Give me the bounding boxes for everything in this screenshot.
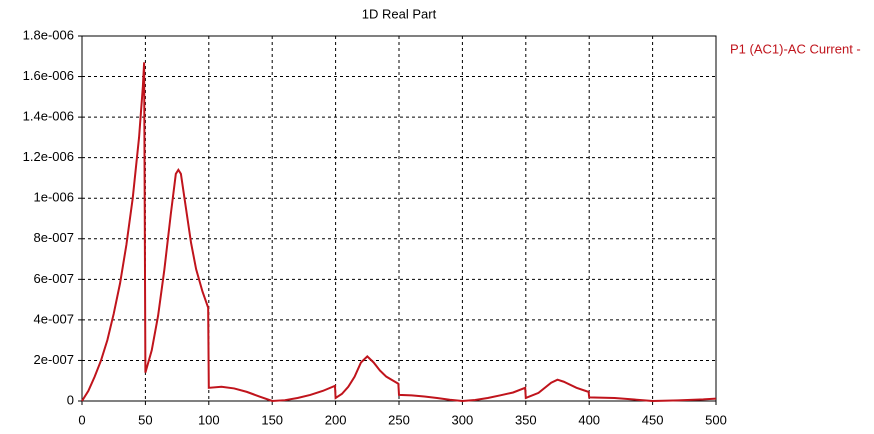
y-tick-label: 1e-006 <box>34 190 74 205</box>
y-tick-label: 6e-007 <box>34 271 74 286</box>
x-tick-label: 0 <box>78 412 85 427</box>
x-tick-label: 100 <box>198 412 220 427</box>
x-tick-label: 500 <box>705 412 727 427</box>
legend-entry: P1 (AC1)-AC Current - <box>730 41 861 56</box>
x-tick-label: 200 <box>325 412 347 427</box>
chart-title: 1D Real Part <box>362 6 437 21</box>
x-tick-label: 400 <box>578 412 600 427</box>
x-tick-label: 50 <box>138 412 152 427</box>
y-tick-label: 4e-007 <box>34 311 74 326</box>
y-tick-label: 8e-007 <box>34 230 74 245</box>
y-tick-label: 1.6e-006 <box>23 68 74 83</box>
x-tick-label: 350 <box>515 412 537 427</box>
series-line <box>81 62 717 403</box>
x-tick-label: 450 <box>642 412 664 427</box>
y-tick-label: 1.2e-006 <box>23 149 74 164</box>
y-tick-label: 1.8e-006 <box>23 27 74 42</box>
x-tick-label: 250 <box>388 412 410 427</box>
y-tick-label: 0 <box>67 392 74 407</box>
y-tick-label: 2e-007 <box>34 352 74 367</box>
x-tick-label: 150 <box>261 412 283 427</box>
y-tick-label: 1.4e-006 <box>23 109 74 124</box>
plot-frame <box>81 35 717 402</box>
x-tick-label: 300 <box>452 412 474 427</box>
